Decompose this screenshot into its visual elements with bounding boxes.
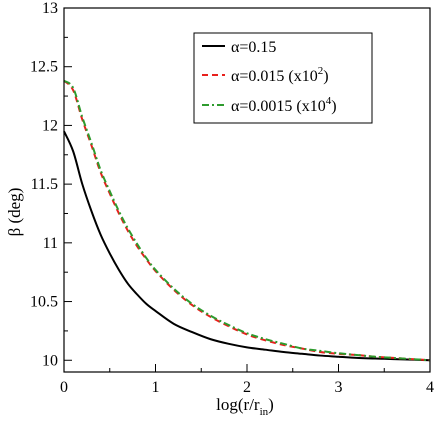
x-tick-label: 1 [152,379,160,396]
y-tick-label: 10 [42,352,58,369]
x-axis-title-main: log(r/r [216,395,260,414]
legend-label-2: α=0.0015 (x104) [231,95,337,115]
y-tick-label: 11.5 [31,176,58,193]
y-tick-label: 10.5 [30,294,58,311]
x-axis-title-tail: ) [268,395,274,414]
y-tick-label: 12.5 [30,59,58,76]
series-line-2 [63,79,431,362]
x-tick-label: 4 [426,379,434,396]
x-tick-label: 3 [335,379,343,396]
y-axis: 10 10.5 11 11.5 12 12.5 13 [30,0,72,369]
y-axis-title: β (deg) [5,188,24,237]
x-tick-label: 2 [243,379,251,396]
x-axis-title: log(r/rin) [216,395,274,418]
y-tick-label: 12 [42,117,58,134]
legend: α=0.15 α=0.015 (x102) α=0.0015 (x104) [193,32,373,124]
legend-label-1: α=0.015 (x102) [231,65,329,85]
series-line-0 [63,130,431,362]
x-tick-label: 0 [60,379,68,396]
x-axis: 0 1 2 3 4 [60,364,434,396]
y-tick-label: 13 [42,0,58,17]
legend-box [193,32,373,124]
legend-label-0: α=0.15 [231,39,276,56]
series-lines [63,79,431,362]
x-axis-title-subscript: in [260,406,269,418]
plot-frame [63,7,431,373]
y-tick-label: 11 [43,235,58,252]
